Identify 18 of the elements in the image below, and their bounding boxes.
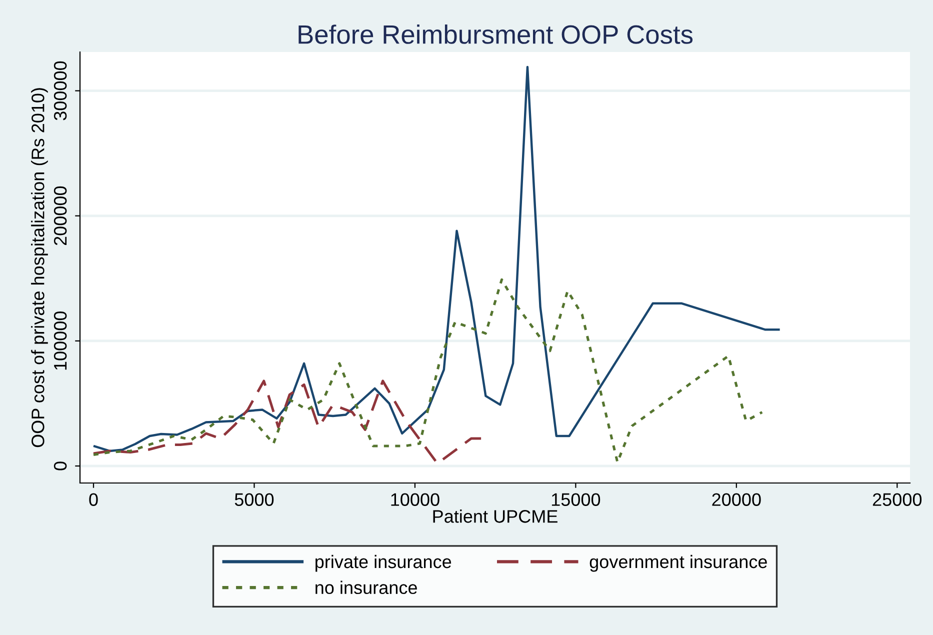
y-axis-title: OOP cost of private hospitalization (Rs 2010) [31,88,48,448]
x-axis-title: Patient UPCME [433,510,558,523]
x-tick-label: 20000 [712,493,761,506]
x-tick-label: 15000 [552,493,600,506]
y-tick-label: 100000 [54,311,67,370]
line-series [92,278,764,464]
y-tick-label: 300000 [54,61,67,120]
y-tick-label: 0 [54,462,67,470]
chart-title: Before Reimbursment OOP Costs [298,24,693,44]
x-tick-label: 0 [89,493,98,506]
line-series [92,66,781,452]
legend-label: government insurance [590,554,767,572]
y-tick-label: 200000 [54,186,67,246]
legend-label: private insurance [316,554,452,572]
x-tick-label: 10000 [391,493,440,506]
x-tick-label: 5000 [234,493,274,506]
legend-label: no insurance [316,580,417,594]
x-tick-label: 25000 [872,493,922,506]
